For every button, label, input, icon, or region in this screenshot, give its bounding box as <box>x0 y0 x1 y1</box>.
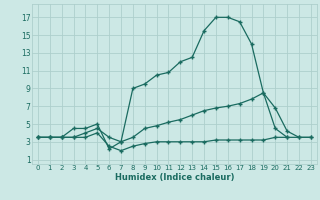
X-axis label: Humidex (Indice chaleur): Humidex (Indice chaleur) <box>115 173 234 182</box>
